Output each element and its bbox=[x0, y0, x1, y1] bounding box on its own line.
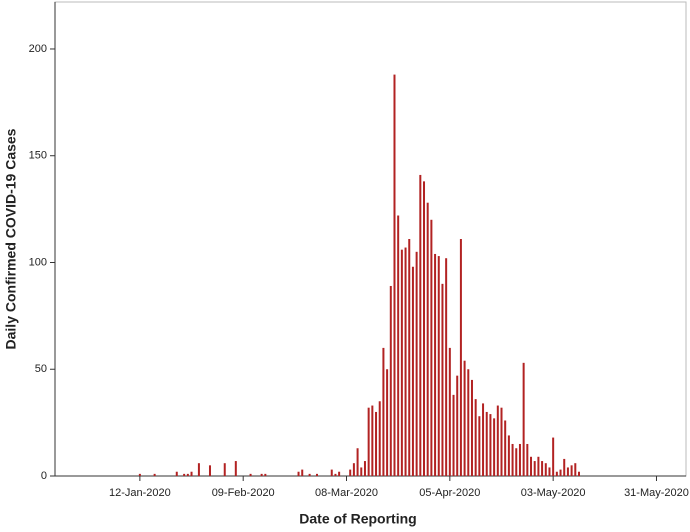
bar bbox=[541, 461, 544, 476]
bar bbox=[301, 469, 304, 476]
y-tick-label: 100 bbox=[29, 256, 47, 268]
bar bbox=[445, 258, 448, 476]
bar bbox=[485, 411, 488, 476]
bar bbox=[338, 471, 341, 476]
bar bbox=[404, 247, 407, 476]
x-tick-label: 08-Mar-2020 bbox=[315, 487, 378, 499]
bar bbox=[463, 360, 466, 476]
bar bbox=[208, 465, 211, 476]
bar bbox=[260, 473, 263, 476]
bar bbox=[533, 461, 536, 476]
bar bbox=[371, 405, 374, 476]
bar bbox=[456, 375, 459, 476]
bar bbox=[530, 456, 533, 476]
x-tick-label: 31-May-2020 bbox=[624, 487, 689, 499]
bar bbox=[493, 418, 496, 476]
bar bbox=[411, 266, 414, 476]
bar bbox=[183, 473, 186, 476]
bar bbox=[186, 473, 189, 476]
bar bbox=[393, 74, 396, 476]
bar bbox=[397, 215, 400, 476]
bar bbox=[552, 437, 555, 476]
bar bbox=[474, 399, 477, 476]
bar bbox=[448, 347, 451, 476]
bar bbox=[563, 458, 566, 476]
bar bbox=[308, 473, 311, 476]
bar bbox=[430, 219, 433, 476]
bar bbox=[522, 362, 525, 476]
bar bbox=[489, 414, 492, 476]
bar bbox=[555, 471, 558, 476]
bar bbox=[349, 469, 352, 476]
bar bbox=[518, 443, 521, 476]
bar bbox=[470, 379, 473, 476]
bar bbox=[378, 401, 381, 476]
bar bbox=[419, 174, 422, 476]
x-tick-label: 12-Jan-2020 bbox=[109, 487, 171, 499]
bar bbox=[297, 471, 300, 476]
bar bbox=[577, 471, 580, 476]
bar bbox=[389, 285, 392, 476]
bar bbox=[482, 403, 485, 476]
bar bbox=[138, 473, 141, 476]
bar bbox=[500, 407, 503, 476]
bar bbox=[190, 471, 193, 476]
bar bbox=[548, 467, 551, 476]
bar bbox=[352, 463, 355, 476]
bar bbox=[437, 256, 440, 476]
plot-frame bbox=[54, 1, 687, 477]
bar bbox=[264, 473, 267, 476]
bar bbox=[574, 463, 577, 476]
bar bbox=[334, 473, 337, 476]
bar bbox=[441, 283, 444, 476]
bar bbox=[382, 347, 385, 476]
bar bbox=[315, 473, 318, 476]
bar bbox=[400, 249, 403, 476]
bar bbox=[249, 473, 252, 476]
bar bbox=[459, 239, 462, 476]
bar bbox=[408, 239, 411, 476]
y-tick-label: 200 bbox=[29, 43, 47, 55]
y-tick-label: 50 bbox=[35, 363, 47, 375]
bar bbox=[452, 394, 455, 476]
bar bbox=[330, 469, 333, 476]
bar bbox=[423, 181, 426, 476]
bar bbox=[537, 456, 540, 476]
bar bbox=[544, 463, 547, 476]
bar bbox=[507, 435, 510, 476]
bar bbox=[559, 469, 562, 476]
bar bbox=[360, 467, 363, 476]
bar bbox=[367, 407, 370, 476]
bar bbox=[363, 461, 366, 476]
bar bbox=[526, 443, 529, 476]
bar bbox=[570, 465, 573, 476]
bar bbox=[153, 473, 156, 476]
bar bbox=[434, 253, 437, 476]
y-tick-label: 0 bbox=[41, 470, 47, 482]
y-tick-label: 150 bbox=[29, 150, 47, 162]
bar bbox=[223, 463, 226, 476]
bar bbox=[511, 443, 514, 476]
y-axis-title: Daily Confirmed COVID-19 Cases bbox=[3, 128, 19, 349]
bar bbox=[356, 448, 359, 476]
x-axis-title: Date of Reporting bbox=[299, 511, 416, 527]
bar bbox=[478, 416, 481, 476]
bar bbox=[386, 369, 389, 476]
bar bbox=[375, 411, 378, 476]
bar bbox=[197, 463, 200, 476]
bar bbox=[234, 461, 237, 476]
bar bbox=[515, 448, 518, 476]
x-tick-label: 03-May-2020 bbox=[521, 487, 586, 499]
bar bbox=[566, 467, 569, 476]
bar bbox=[504, 420, 507, 476]
bar bbox=[467, 369, 470, 476]
x-tick-label: 09-Feb-2020 bbox=[212, 487, 275, 499]
bar bbox=[415, 251, 418, 476]
bar bbox=[175, 471, 178, 476]
bar bbox=[496, 405, 499, 476]
x-tick-label: 05-Apr-2020 bbox=[419, 487, 480, 499]
bar bbox=[426, 202, 429, 476]
